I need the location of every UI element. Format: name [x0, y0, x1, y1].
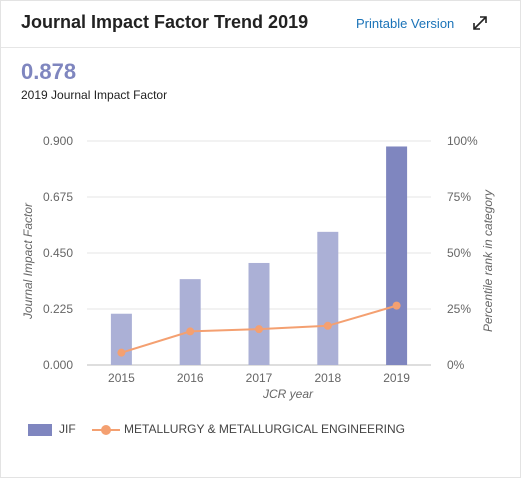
y2-tick-label: 0% [447, 358, 465, 372]
legend-label-jif: JIF [59, 422, 76, 436]
jif-bar [317, 231, 339, 365]
y-tick-label: 0.900 [43, 134, 73, 148]
panel-title: Journal Impact Factor Trend 2019 [21, 12, 309, 32]
percentile-point [323, 321, 332, 330]
jif-value: 0.878 [21, 59, 77, 84]
jif-value-label: 2019 Journal Impact Factor [21, 88, 168, 102]
percentile-point [117, 348, 126, 357]
jif-bars [110, 146, 408, 365]
y2-tick-label: 25% [447, 302, 471, 316]
jif-chart: 0.000 0% 0.225 25% 0.450 50% 0.675 75% 0.900 100%… [21, 134, 495, 401]
printable-version-link[interactable]: Printable Version [356, 16, 455, 31]
x-tick-label: 2018 [314, 371, 341, 385]
expand-icon[interactable] [471, 14, 489, 32]
jif-bar [386, 146, 408, 365]
percentile-point [255, 325, 263, 334]
jif-bar [110, 313, 132, 365]
jif-bar [248, 262, 270, 365]
x-tick-label: 2017 [246, 371, 273, 385]
percentile-point [186, 327, 195, 336]
percentile-point [392, 301, 401, 310]
y2-tick-label: 75% [447, 190, 471, 204]
y-tick-label: 0.225 [43, 302, 73, 316]
x-tick-label: 2019 [383, 371, 410, 385]
y2-tick-label: 50% [447, 246, 471, 260]
y-tick-label: 0.675 [43, 190, 73, 204]
axis-ticks: 0.000 0% 0.225 25% 0.450 50% 0.675 75% 0.900 100%… [43, 134, 478, 385]
y2-tick-label: 100% [447, 134, 478, 148]
x-axis-title: JCR year [262, 387, 314, 401]
y2-axis-title: Percentile rank in category [481, 189, 495, 332]
line-marker-swatch [101, 425, 111, 435]
legend-label-category: METALLURGY & METALLURGICAL ENGINEERING [124, 422, 405, 436]
jif-swatch [28, 424, 52, 436]
x-tick-label: 2015 [108, 371, 135, 385]
y-axis-title: Journal Impact Factor [21, 202, 35, 320]
jif-bar [179, 279, 201, 365]
y-tick-label: 0.450 [43, 246, 73, 260]
x-tick-label: 2016 [177, 371, 204, 385]
percentile-line [117, 301, 401, 357]
panel-header: Journal Impact Factor Trend 2019 Printab… [1, 1, 520, 48]
y-tick-label: 0.000 [43, 358, 73, 372]
